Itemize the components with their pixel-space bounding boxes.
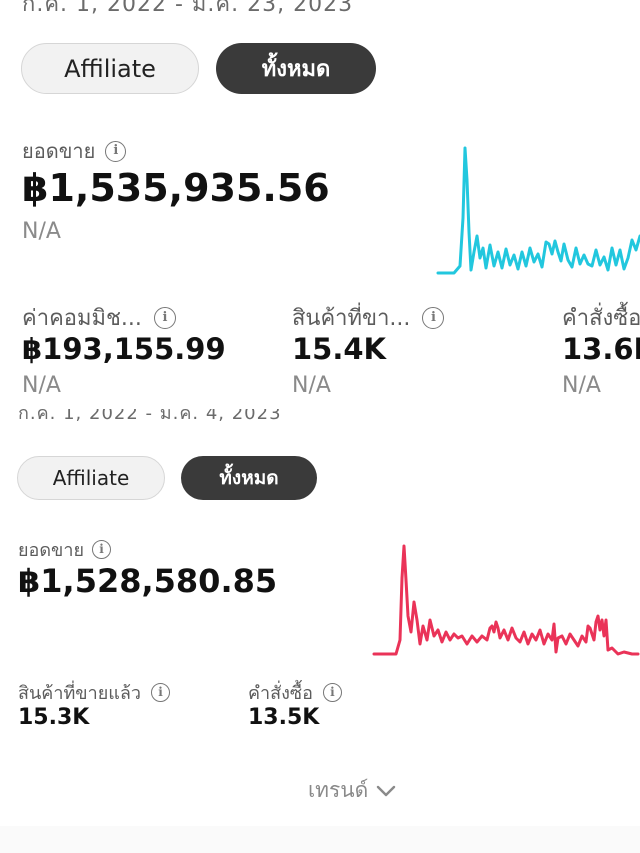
metric-value-items-sold: 15.4K [292,332,387,366]
info-icon[interactable]: i [105,140,127,162]
metric-label-text: สินค้าที่ขา... [292,306,411,331]
metric-label-text: สินค้าที่ขายแล้ว [18,683,142,704]
metric-label-items-sold: สินค้าที่ขา... i [292,300,445,335]
sales-label-2: ยอดขาย i [18,535,112,564]
metric-label-text: คำสั่งซื้อ [248,683,313,704]
sales-trend-chart-2 [372,544,640,656]
info-icon[interactable]: i [153,306,176,329]
trend-toggle[interactable]: เทรนด์ [308,774,396,807]
metric-label-commission: ค่าคอมมิช... i [22,300,176,335]
info-icon[interactable]: i [92,540,112,559]
sales-value-1: ฿1,535,935.56 [22,166,330,210]
metric-value-orders: 13.6K [562,332,640,366]
metric-label-items-sold-2: สินค้าที่ขายแล้ว i [18,678,171,707]
metric-label-orders: คำสั่งซื้อ [562,300,640,335]
metric-value-orders-2: 13.5K [248,705,320,730]
metric-change-commission: N/A [22,373,61,398]
affiliate-toggle-2[interactable]: Affiliate [17,456,165,500]
sales-label-text: ยอดขาย [22,139,96,163]
date-range-1[interactable]: ก.ค. 1, 2022 - ม.ค. 23, 2023 [22,0,354,17]
affiliate-toggle-1[interactable]: Affiliate [21,43,199,94]
sales-change-1: N/A [22,219,61,244]
metric-label-orders-2: คำสั่งซื้อ i [248,678,342,707]
sales-trend-line-1 [436,146,640,275]
sales-trend-chart-1 [436,146,640,275]
metric-change-orders: N/A [562,373,601,398]
sales-trend-line-2 [372,544,640,656]
info-icon[interactable]: i [322,683,342,702]
metric-value-items-sold-2: 15.3K [18,705,90,730]
metric-value-commission: ฿193,155.99 [22,332,226,366]
chevron-down-icon [376,785,396,797]
info-icon[interactable]: i [422,306,445,329]
all-toggle-1[interactable]: ทั้งหมด [216,43,376,94]
trend-label: เทรนด์ [308,778,369,802]
date-range-2[interactable]: ก.ค. 1, 2022 - ม.ค. 4, 2023 [18,409,282,429]
sales-label-text: ยอดขาย [18,540,85,561]
metric-label-text: คำสั่งซื้อ [562,306,640,331]
sales-label-1: ยอดขาย i [22,135,127,167]
date-range-2-text: ก.ค. 1, 2022 - ม.ค. 4, 2023 [18,409,282,424]
metric-change-items-sold: N/A [292,373,331,398]
info-icon[interactable]: i [151,683,171,702]
metric-label-text: ค่าคอมมิช... [22,306,142,331]
bottom-divider [0,826,640,853]
sales-value-2: ฿1,528,580.85 [18,562,278,600]
all-toggle-2[interactable]: ทั้งหมด [181,456,317,500]
